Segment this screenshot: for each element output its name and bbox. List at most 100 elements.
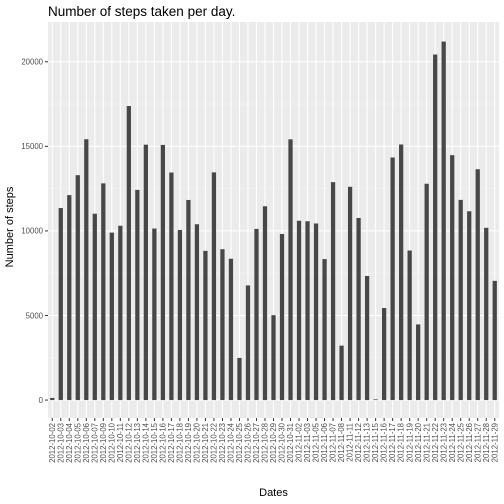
bar bbox=[101, 183, 106, 401]
x-tick-label: 2012-10-26 bbox=[244, 423, 253, 463]
bar bbox=[492, 280, 497, 401]
bar bbox=[381, 308, 387, 401]
x-tick-label: 2012-11-22 bbox=[431, 423, 440, 462]
bar bbox=[58, 208, 63, 401]
x-tick-label: 2012-11-19 bbox=[405, 423, 414, 462]
bar bbox=[92, 213, 97, 401]
bar bbox=[390, 157, 395, 401]
bar bbox=[330, 182, 336, 401]
x-tick-label: 2012-11-18 bbox=[397, 423, 406, 462]
bar bbox=[262, 206, 268, 401]
bar bbox=[407, 250, 412, 401]
bar bbox=[356, 217, 361, 401]
x-tick-label: 2012-10-24 bbox=[227, 422, 236, 463]
x-axis: 2012-10-02 2012-10-03 2012-10-04 2012-10-05… bbox=[48, 418, 499, 463]
x-tick-label: 2012-10-31 bbox=[286, 423, 295, 463]
x-tick-label: 2012-11-24 bbox=[448, 422, 457, 462]
x-tick-label: 2012-11-27 bbox=[473, 423, 482, 462]
x-tick-label: 2012-11-13 bbox=[363, 423, 372, 462]
x-tick-label: 2012-11-03 bbox=[303, 423, 312, 462]
x-tick-label: 2012-10-17 bbox=[167, 423, 176, 463]
x-tick-label: 2012-10-19 bbox=[184, 423, 193, 463]
bar bbox=[441, 41, 446, 401]
x-tick-label: 2012-10-27 bbox=[252, 423, 261, 463]
bar bbox=[467, 211, 472, 401]
x-tick-label: 2012-11-20 bbox=[414, 422, 423, 462]
x-tick-label: 2012-10-13 bbox=[133, 423, 142, 463]
x-tick-label: 2012-10-20 bbox=[193, 422, 202, 463]
bar bbox=[399, 144, 404, 401]
x-tick-label: 2012-11-17 bbox=[388, 423, 397, 462]
bar bbox=[67, 195, 72, 401]
bar bbox=[458, 199, 463, 401]
x-tick-label: 2012-11-16 bbox=[380, 423, 389, 462]
x-tick-label: 2012-11-21 bbox=[422, 423, 431, 462]
bar bbox=[118, 225, 123, 401]
bar bbox=[177, 229, 183, 401]
bar bbox=[237, 357, 242, 401]
bar bbox=[109, 232, 114, 401]
x-tick-label: 2012-10-04 bbox=[65, 422, 74, 463]
bar bbox=[75, 175, 80, 401]
bar bbox=[450, 155, 455, 401]
bar bbox=[50, 397, 55, 401]
x-tick-label: 2012-11-23 bbox=[439, 423, 448, 462]
bar bbox=[296, 220, 302, 401]
bar bbox=[305, 221, 310, 401]
y-tick-label: 20000 bbox=[21, 58, 43, 67]
bar bbox=[84, 139, 89, 401]
bar bbox=[364, 275, 370, 401]
bar bbox=[245, 285, 251, 401]
x-tick-label: 2012-11-12 bbox=[354, 423, 363, 462]
x-tick-label: 2012-11-26 bbox=[465, 423, 474, 462]
bar bbox=[228, 258, 234, 401]
bar bbox=[433, 54, 438, 401]
chart-title: Number of steps taken per day. bbox=[48, 4, 235, 19]
bar bbox=[135, 189, 140, 401]
bar bbox=[475, 169, 480, 401]
bar bbox=[313, 223, 319, 401]
y-tick-label: 5000 bbox=[26, 311, 44, 320]
x-tick-label: 2012-10-07 bbox=[90, 423, 99, 463]
x-tick-label: 2012-11-07 bbox=[329, 423, 338, 462]
bar bbox=[186, 199, 191, 401]
bar bbox=[373, 399, 378, 401]
x-tick-label: 2012-10-11 bbox=[116, 423, 125, 462]
x-tick-label: 2012-10-10 bbox=[107, 422, 116, 463]
x-tick-label: 2012-11-15 bbox=[371, 422, 380, 462]
bar bbox=[322, 259, 327, 401]
x-tick-label: 2012-10-15 bbox=[150, 422, 159, 463]
x-tick-label: 2012-10-23 bbox=[218, 423, 227, 463]
x-tick-label: 2012-11-25 bbox=[456, 422, 465, 462]
y-axis: 0 5000 10000 15000 20000 bbox=[21, 58, 48, 405]
x-tick-label: 2012-10-06 bbox=[82, 423, 91, 463]
bar bbox=[288, 139, 293, 401]
x-tick-label: 2012-11-11 bbox=[346, 423, 355, 462]
bar bbox=[169, 172, 174, 401]
bar bbox=[416, 324, 421, 401]
x-tick-label: 2012-10-22 bbox=[210, 423, 219, 463]
bar bbox=[220, 249, 225, 401]
x-axis-title: Dates bbox=[259, 487, 288, 499]
bar bbox=[152, 228, 157, 401]
x-tick-label: 2012-11-08 bbox=[337, 423, 346, 462]
bar bbox=[160, 144, 166, 401]
x-tick-label: 2012-10-12 bbox=[124, 423, 133, 463]
bar bbox=[271, 315, 276, 401]
bar bbox=[126, 106, 131, 401]
y-tick-label: 15000 bbox=[21, 142, 43, 151]
bar bbox=[254, 228, 259, 401]
x-tick-label: 2012-10-21 bbox=[201, 423, 210, 463]
x-tick-label: 2012-11-05 bbox=[312, 422, 321, 462]
bar bbox=[484, 227, 489, 401]
bar bbox=[143, 144, 148, 401]
bar bbox=[194, 224, 200, 401]
x-tick-label: 2012-10-29 bbox=[269, 423, 278, 463]
y-axis-title: Number of steps bbox=[4, 186, 16, 267]
x-tick-label: 2012-10-05 bbox=[73, 422, 82, 463]
x-tick-label: 2012-10-16 bbox=[158, 423, 167, 463]
x-tick-label: 2012-10-09 bbox=[99, 423, 108, 463]
x-tick-label: 2012-10-18 bbox=[175, 423, 184, 463]
bar bbox=[203, 250, 208, 401]
y-tick-label: 10000 bbox=[21, 227, 43, 236]
